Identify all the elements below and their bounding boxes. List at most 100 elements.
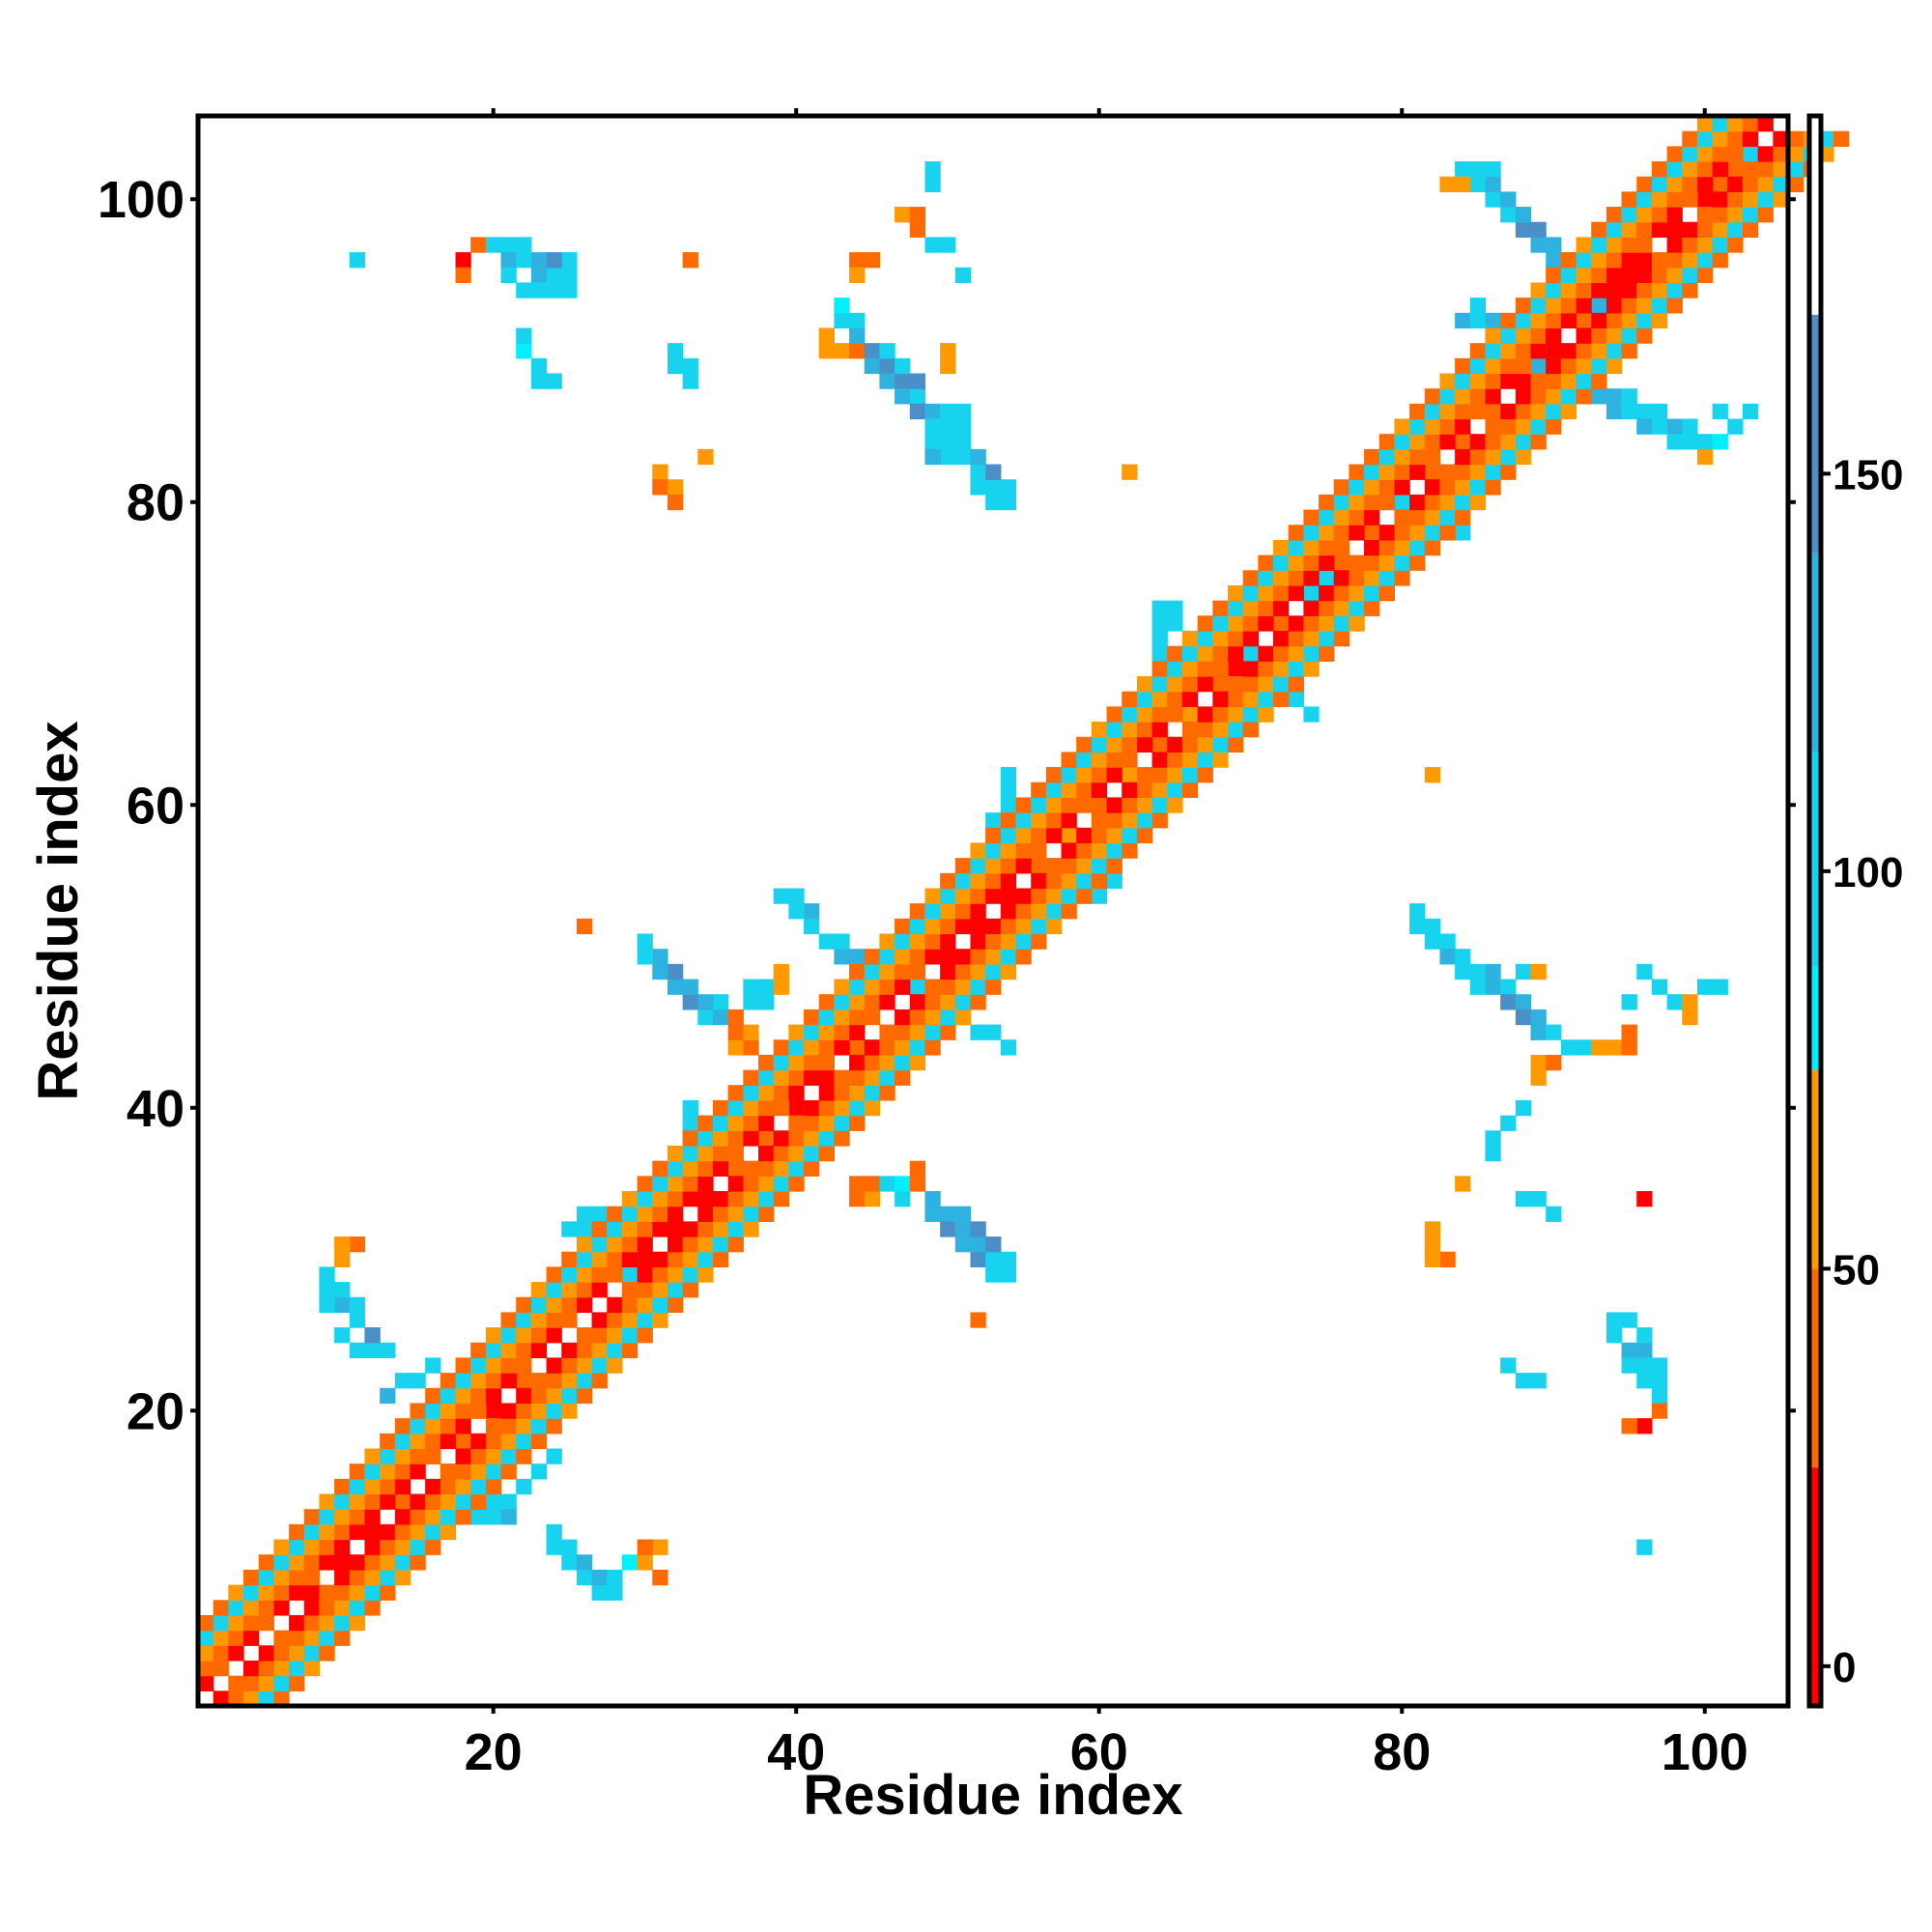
heatmap-cell [1515,963,1532,980]
diagonal-cell [1167,706,1183,723]
heatmap-cell [1485,176,1501,192]
diagonal-cell [849,1009,866,1026]
heatmap-cell [1636,1327,1653,1344]
diagonal-cell [243,1569,260,1586]
heatmap-cell [1424,918,1441,935]
diagonal-cell [1151,661,1168,677]
diagonal-cell [924,933,941,950]
diagonal-cell [546,1296,562,1314]
diagonal-cell [1500,464,1517,480]
diagonal-cell [591,1282,608,1298]
diagonal-cell [1015,949,1032,965]
diagonal-cell [1485,343,1501,359]
diagonal-cell [895,1054,911,1071]
heatmap-cell [834,949,850,965]
diagonal-cell [1349,584,1365,602]
diagonal-cell [1045,767,1063,783]
heatmap-cell [1151,630,1168,647]
heatmap-cell [637,933,653,950]
diagonal-cell [970,872,986,890]
diagonal-cell [743,1176,759,1192]
diagonal-cell [1288,554,1304,571]
diagonal-cell [607,1206,623,1222]
diagonal-cell [773,1176,789,1192]
diagonal-cell [1591,267,1607,284]
diagonal-cell [561,1251,578,1267]
diagonal-cell [530,1342,548,1359]
heatmap-cell [895,373,911,389]
diagonal-cell [198,1675,214,1691]
diagonal-cell [425,1418,441,1435]
diagonal-cell [1515,327,1532,344]
diagonal-cell [682,1236,698,1253]
diagonal-cell [485,1478,502,1495]
diagonal-cell [621,1282,639,1298]
heatmap-cell [1546,237,1562,253]
diagonal-cell [788,1115,805,1131]
diagonal-cell [303,1554,321,1571]
heatmap-cell [652,464,668,480]
heatmap-cell [546,282,562,298]
diagonal-cell [1197,752,1213,768]
heatmap-cell [1485,1145,1501,1162]
diagonal-cell [1258,600,1274,616]
diagonal-cell [1181,691,1199,707]
heatmap-cell [455,252,471,269]
diagonal-cell [394,1463,412,1480]
diagonal-cell [243,1584,260,1601]
heatmap-cell [1000,479,1017,496]
diagonal-cell [1319,539,1335,556]
heatmap-cell [682,979,698,995]
diagonal-cell [804,1115,820,1131]
diagonal-cell [349,1509,366,1525]
heatmap-cell [1151,645,1168,662]
diagonal-cell [530,1282,548,1298]
heatmap-cell [758,1130,775,1147]
heatmap-cell [652,949,668,965]
diagonal-cell [228,1690,244,1707]
diagonal-cell [895,1024,911,1040]
diagonal-cell [1151,797,1168,813]
diagonal-cell [1197,736,1213,753]
diagonal-cell [1045,888,1063,904]
diagonal-cell [1757,176,1774,192]
heatmap-cell [546,1448,562,1464]
heatmap-cell [546,1539,562,1555]
diagonal-cell [561,1373,578,1389]
diagonal-cell [1378,584,1396,602]
heatmap-cell [970,1221,986,1237]
diagonal-cell [1349,525,1365,541]
diagonal-cell [1469,357,1487,375]
heatmap-cell [667,494,684,511]
heatmap-cell [455,1433,471,1450]
diagonal-cell [667,1145,684,1162]
diagonal-cell [440,1523,457,1541]
heatmap-cell [1591,388,1607,405]
heatmap-cell [485,1509,502,1525]
diagonal-cell [1394,554,1410,571]
diagonal-cell [1091,827,1108,844]
heatmap-cell [1000,797,1017,813]
heatmap-cell [1636,1418,1653,1435]
diagonal-cell [1455,357,1471,375]
diagonal-cell [1530,298,1547,314]
diagonal-cell [349,1584,366,1601]
diagonal-cell [1212,736,1229,753]
diagonal-cell [1696,146,1714,162]
diagonal-cell [1605,237,1623,253]
diagonal-cell [1636,221,1653,239]
diagonal-cell [727,1115,744,1131]
diagonal-cell [455,1387,471,1405]
diagonal-cell [258,1675,274,1691]
heatmap-cell [954,1221,972,1237]
diagonal-cell [1500,312,1517,329]
diagonal-cell [621,1296,639,1314]
heatmap-cell [924,1206,941,1222]
diagonal-cell [818,1145,835,1162]
diagonal-cell [924,979,941,995]
diagonal-cell [1122,691,1138,707]
heatmap-cell [879,357,895,375]
heatmap-cell [895,357,911,375]
diagonal-cell [1727,207,1744,223]
diagonal-cell [334,1614,351,1632]
